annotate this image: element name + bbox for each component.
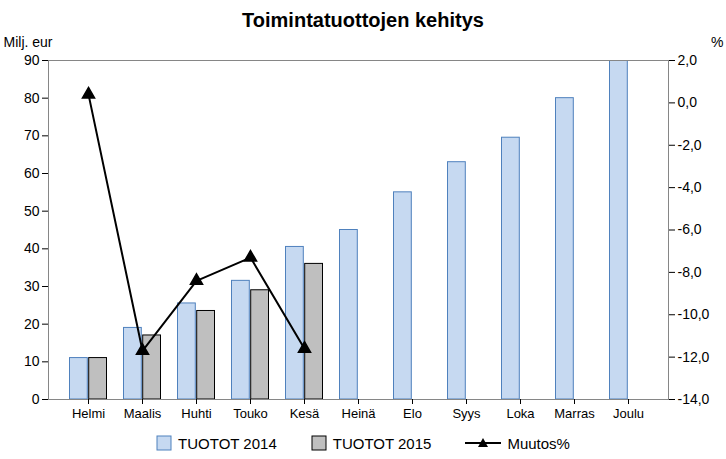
svg-text:-12,0: -12,0	[678, 349, 710, 365]
svg-text:-14,0: -14,0	[678, 391, 710, 407]
svg-text:Huhti: Huhti	[181, 406, 211, 421]
svg-text:Syys: Syys	[452, 406, 481, 421]
svg-text:70: 70	[24, 127, 40, 143]
svg-text:-2,0: -2,0	[678, 137, 702, 153]
svg-text:20: 20	[24, 316, 40, 332]
svg-text:40: 40	[24, 240, 40, 256]
svg-text:0,0: 0,0	[678, 94, 698, 110]
svg-text:Touko: Touko	[233, 406, 268, 421]
svg-text:Maalis: Maalis	[124, 406, 162, 421]
html-text:TUOTOT 2015: TUOTOT 2015	[332, 434, 432, 452]
svg-text:30: 30	[24, 278, 40, 294]
html-text:TUOTOT 2014: TUOTOT 2014	[178, 434, 277, 452]
svg-text:%: %	[711, 34, 723, 50]
html-text:Muutos%: Muutos%	[507, 434, 570, 452]
html-text:Toimintatuottojen kehitys: Toimintatuottojen kehitys	[242, 9, 484, 31]
svg-text:Elo: Elo	[403, 406, 422, 421]
svg-text:Marras: Marras	[554, 406, 595, 421]
svg-text:Joulu: Joulu	[613, 406, 644, 421]
svg-text:Loka: Loka	[506, 406, 535, 421]
svg-text:90: 90	[24, 52, 40, 68]
svg-text:0: 0	[32, 391, 40, 407]
svg-text:50: 50	[24, 203, 40, 219]
svg-text:2,0: 2,0	[678, 52, 698, 68]
svg-text:10: 10	[24, 353, 40, 369]
svg-text:Kesä: Kesä	[290, 406, 320, 421]
svg-text:Heinä: Heinä	[342, 406, 377, 421]
svg-text:60: 60	[24, 165, 40, 181]
svg-text:-10,0: -10,0	[678, 306, 710, 322]
svg-text:-6,0: -6,0	[678, 221, 702, 237]
svg-text:Milj. eur: Milj. eur	[4, 34, 53, 50]
svg-text:Helmi: Helmi	[72, 406, 105, 421]
svg-text:80: 80	[24, 90, 40, 106]
svg-text:-8,0: -8,0	[678, 264, 702, 280]
svg-text:-4,0: -4,0	[678, 179, 702, 195]
